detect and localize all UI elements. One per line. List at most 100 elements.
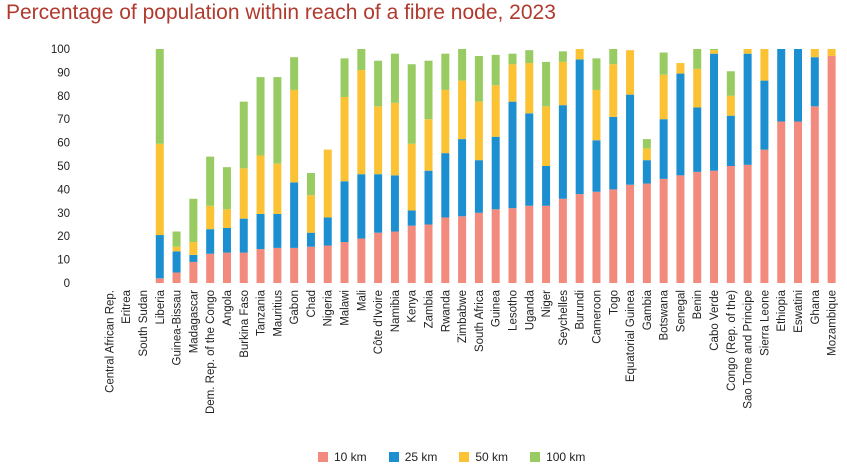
bar-segment [323,217,332,246]
bar-segment [609,49,618,65]
legend-swatch [530,452,541,462]
bar-segment [659,178,668,283]
bar-segment [676,63,685,74]
bar-segment [642,160,651,184]
bar-segment [390,175,399,232]
x-tick-label: Côte d'Ivoire [373,290,385,354]
x-tick-label: Mauritius [272,290,284,337]
bar-segment [508,64,517,102]
legend-item: 50 km [459,450,508,464]
bar-segment [693,107,702,172]
bar-segment [306,246,315,283]
x-tick-label: Mozambique [827,290,839,356]
x-tick-label: Gambia [642,289,654,330]
bar-segment [743,49,752,54]
x-tick-label: Malawi [340,290,352,326]
bar-segment [810,57,819,107]
bar-segment [659,119,668,179]
bar-segment [340,181,349,243]
bar-segment [256,155,265,214]
bar-segment [357,70,366,175]
bar-segment [743,53,752,165]
y-tick-label: 0 [64,278,70,290]
bar-segment [592,191,601,283]
x-tick-label: Cabo Verde [709,290,721,351]
x-tick-label: Ghana [810,289,822,324]
bar-segment [525,113,534,206]
bar-segment [172,272,181,283]
bar-segment [407,143,416,211]
bar-segment [306,195,315,233]
bar-segment [424,170,433,225]
x-tick-label: South Africa [474,289,486,352]
bar-segment [558,51,567,62]
bar-segment [726,166,735,283]
bar-segment [626,50,635,95]
bar-segment [760,80,769,150]
legend-label: 50 km [475,450,509,464]
y-tick-label: 70 [57,114,70,126]
bar-segment [256,213,265,250]
bar-segment [474,56,483,102]
bar-segment [491,209,500,283]
x-tick-label: Equatorial Guinea [625,289,637,382]
bar-segment [340,58,349,97]
bar-segment [273,163,282,214]
bar-segment [155,143,164,236]
x-tick-label: Sao Tome and Principe [743,290,755,409]
bar-segment [222,228,231,253]
x-tick-label: Togo [608,290,620,315]
bar-segment [710,170,719,283]
x-tick-label: Seychelles [558,290,570,346]
bar-segment [441,89,450,154]
x-tick-label: Senegal [675,290,687,332]
bar-segment [592,58,601,90]
bar-segment [794,121,803,283]
x-tick-label: Ethiopia [776,289,788,331]
bar-segment [726,115,735,166]
bar-segment [676,175,685,283]
bar-segment [726,71,735,96]
bar-segment [407,225,416,283]
bar-segment [676,73,685,176]
bar-segment [441,53,450,90]
bar-segment [525,63,534,114]
bar-segment [424,60,433,120]
bar-segment [407,210,416,226]
bar-segment [374,232,383,283]
bar-segment [441,153,450,218]
bar-segment [810,49,819,58]
chart-title: Percentage of population within reach of… [6,1,556,24]
bar-segment [290,57,299,90]
bar-segment [508,101,517,209]
bar-segment [189,198,198,243]
bar-segment [155,49,164,144]
bar-segment [592,89,601,141]
x-tick-label: Burundi [575,290,587,330]
bar-segment [458,49,467,81]
x-tick-label: Tanzania [256,289,268,336]
bar-segment [626,94,635,185]
bar-segment [306,232,315,247]
bar-segment [206,156,215,206]
bar-segment [357,238,366,283]
bar-segment [290,247,299,283]
x-tick-label: Lesotho [507,290,519,331]
bar-segment [172,251,181,273]
bar-segment [222,209,231,229]
bar-segment [407,64,416,144]
bar-segment [642,139,651,149]
bar-segment [659,52,668,75]
bar-segment [273,247,282,283]
bar-segment [206,253,215,283]
x-tick-label: Benin [692,290,704,319]
x-tick-label: Eswatini [793,290,805,333]
bar-segment [609,64,618,117]
y-tick-label: 60 [57,138,70,150]
y-tick-label: 100 [51,44,70,56]
bar-segment [827,49,836,57]
bar-segment [256,249,265,283]
x-tick-label: Uganda [524,289,536,330]
bar-segment [458,139,467,217]
bar-segment [710,49,719,51]
